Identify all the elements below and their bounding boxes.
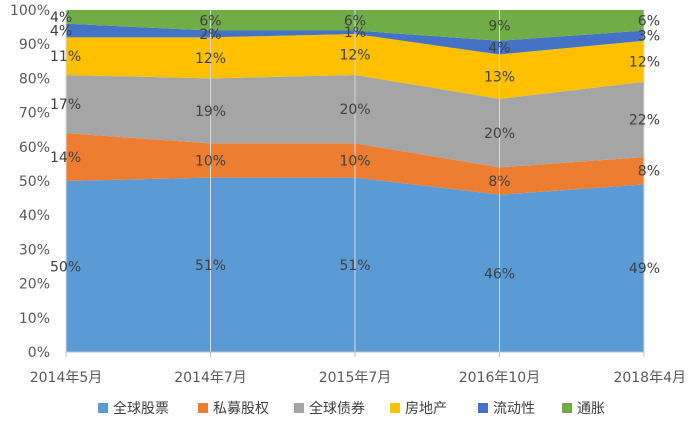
data-label: 20% — [484, 126, 515, 142]
legend-swatch — [294, 403, 304, 413]
data-label: 51% — [195, 258, 226, 274]
data-label: 9% — [488, 18, 510, 34]
data-label: 51% — [339, 258, 370, 274]
y-tick-label: 90% — [19, 37, 50, 53]
data-label: 19% — [195, 104, 226, 120]
y-tick-label: 40% — [19, 208, 50, 224]
data-label: 10% — [339, 153, 370, 169]
x-axis: 2014年5月 2014年7月 2015年7月 2016年10月 2018年4月 — [30, 352, 686, 386]
y-tick-label: 50% — [19, 174, 50, 190]
data-label: 49% — [629, 261, 660, 277]
data-label: 50% — [50, 260, 81, 276]
data-label: 17% — [50, 97, 81, 113]
legend-item: 全球债券 — [294, 400, 365, 417]
legend-swatch — [562, 403, 572, 413]
y-tick-label: 100% — [10, 3, 50, 19]
data-label: 10% — [195, 153, 226, 169]
data-label: 8% — [488, 174, 510, 190]
legend-label: 通胀 — [577, 401, 605, 417]
legend-swatch — [198, 403, 208, 413]
legend-swatch — [98, 403, 108, 413]
data-label: 12% — [629, 54, 660, 70]
data-label: 8% — [638, 164, 660, 180]
y-tick-label: 80% — [19, 71, 50, 87]
legend-item: 房地产 — [390, 401, 447, 417]
x-tick-label: 2014年5月 — [30, 370, 103, 386]
y-tick-label: 20% — [19, 277, 50, 293]
x-tick-label: 2018年4月 — [613, 370, 686, 386]
x-tick-label: 2014年7月 — [174, 370, 247, 386]
legend-label: 私募股权 — [213, 401, 269, 417]
legend-item: 流动性 — [478, 401, 535, 417]
legend-label: 流动性 — [493, 401, 535, 417]
data-labels: 50% 51% 51% 46% 49% 14% 10% 10% 8% 8% 17% 19% 20% 20%… — [50, 10, 660, 282]
data-label: 2% — [199, 27, 221, 43]
y-tick-label: 60% — [19, 140, 50, 156]
data-label: 1% — [344, 25, 366, 41]
x-tick-label: 2015年7月 — [319, 370, 392, 386]
legend: 全球股票 私募股权 全球债券 房地产 流动性 通胀 — [98, 400, 605, 417]
data-label: 22% — [629, 112, 660, 128]
data-label: 46% — [484, 266, 515, 282]
legend-swatch — [390, 403, 400, 413]
legend-swatch — [478, 403, 488, 413]
legend-label: 房地产 — [405, 401, 447, 417]
y-tick-label: 0% — [28, 345, 50, 361]
data-label: 4% — [488, 41, 510, 57]
data-label: 20% — [339, 102, 370, 118]
legend-label: 全球股票 — [113, 400, 169, 417]
data-label: 4% — [50, 10, 72, 26]
data-label: 14% — [50, 150, 81, 166]
y-axis: 0% 10% 20% 30% 40% 50% 60% 70% 80% 90% 100% — [10, 3, 50, 361]
data-label: 6% — [199, 13, 221, 29]
data-label: 3% — [638, 29, 660, 45]
data-label: 12% — [339, 47, 370, 63]
y-tick-label: 10% — [19, 311, 50, 327]
legend-item: 通胀 — [562, 401, 605, 417]
y-tick-label: 70% — [19, 106, 50, 122]
data-label: 13% — [484, 70, 515, 86]
data-label: 4% — [50, 24, 72, 40]
legend-label: 全球债券 — [309, 400, 365, 417]
y-tick-label: 30% — [19, 242, 50, 258]
data-label: 6% — [638, 13, 660, 29]
data-label: 6% — [344, 13, 366, 29]
x-tick-label: 2016年10月 — [459, 370, 540, 386]
category-drop-lines — [65, 10, 645, 352]
data-label: 11% — [50, 49, 81, 65]
legend-item: 全球股票 — [98, 400, 169, 417]
data-label: 12% — [195, 51, 226, 67]
legend-item: 私募股权 — [198, 401, 269, 417]
